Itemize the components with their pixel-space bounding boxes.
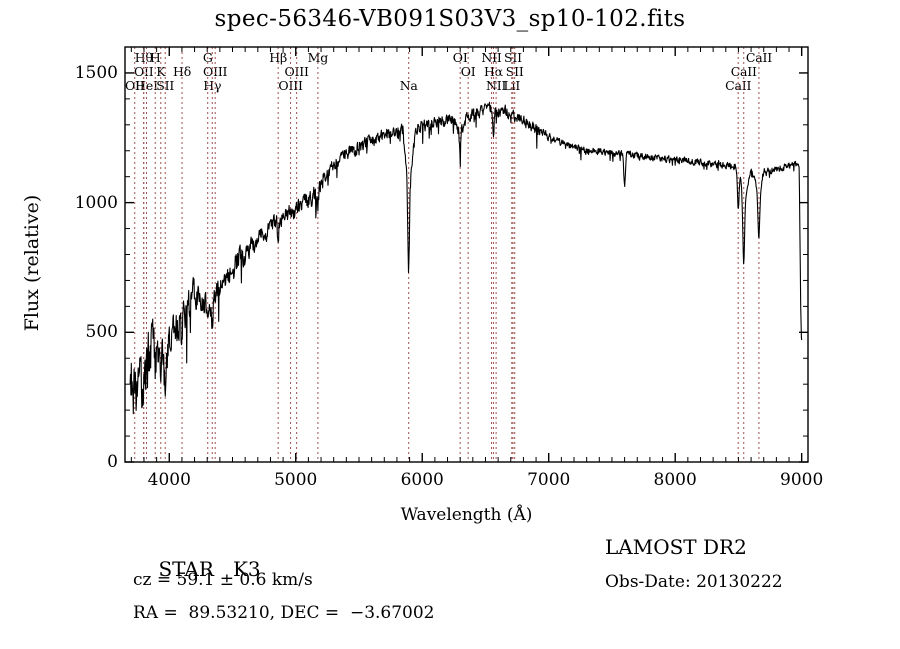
object-type: STAR	[158, 557, 214, 581]
y-tick-500: 500	[85, 322, 118, 343]
line-label-OIII-4363: OIII	[203, 64, 228, 79]
line-label-OI-6363: OI	[460, 64, 476, 79]
line-label-OII-3798: OII	[133, 64, 154, 79]
spectral-class: K3	[232, 557, 261, 581]
coordinates: RA = 89.53210, DEC = −3.67002	[133, 603, 435, 623]
redshift-velocity: cz = 59.1 ± 0.6 km/s	[133, 570, 313, 590]
x-axis-label: Wavelength (Å)	[400, 505, 533, 525]
line-label-H-6563: Hα	[483, 64, 503, 79]
x-tick-5000: 5000	[274, 470, 318, 490]
line-label-NII-6584: NII	[485, 78, 507, 93]
x-tick-4000: 4000	[147, 470, 191, 490]
object-type-label: STAR K3	[133, 533, 261, 605]
y-axis-tick-labels: 0 500 1000 1500	[38, 0, 118, 649]
line-label-SII-6731: SII	[505, 64, 524, 79]
y-tick-0: 0	[107, 452, 118, 472]
page-title: spec-56346-VB091S03V3_sp10-102.fits	[214, 6, 686, 32]
x-tick-8000: 8000	[653, 470, 697, 490]
line-label-SII-3968: SII	[156, 78, 175, 93]
line-label-OIII-4959: OIII	[278, 78, 303, 93]
y-tick-1000: 1000	[74, 192, 118, 213]
line-label-HeI-3820: HeI	[135, 78, 158, 93]
line-label-H-4340: Hγ	[203, 78, 222, 93]
x-tick-7000: 7000	[527, 470, 571, 490]
y-tick-1500: 1500	[74, 62, 118, 83]
line-label-H-4101: Hδ	[173, 64, 192, 79]
x-tick-6000: 6000	[400, 470, 444, 490]
x-tick-9000: 9000	[780, 470, 824, 490]
line-label-OII-3727: OII	[124, 78, 145, 93]
observation-date: Obs-Date: 20130222	[605, 572, 783, 592]
line-label-K-3933: K	[156, 64, 166, 79]
survey-name: LAMOST DR2	[605, 535, 747, 559]
line-label-LiI-6708: LiI	[503, 78, 521, 93]
line-label-Na-5893: Na	[399, 78, 418, 93]
line-label-CaII-8498: CaII	[725, 78, 752, 93]
line-label-CaII-8542: CaII	[730, 64, 757, 79]
